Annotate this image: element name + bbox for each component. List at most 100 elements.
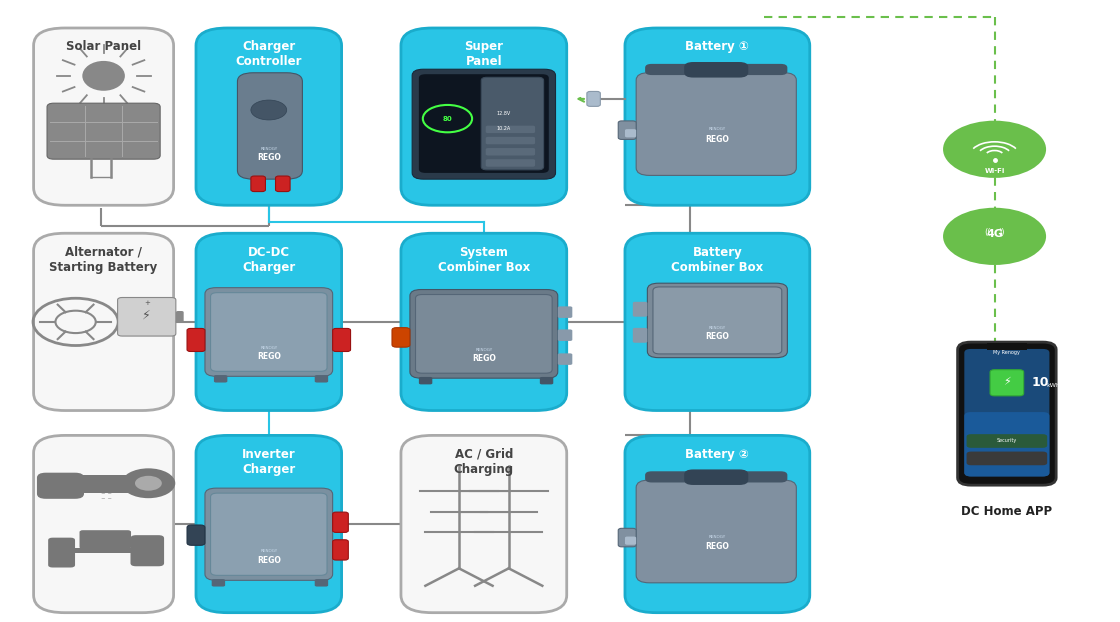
Text: Super
Panel: Super Panel	[465, 40, 503, 68]
FancyBboxPatch shape	[187, 525, 205, 545]
FancyBboxPatch shape	[401, 233, 567, 411]
Text: AC / Grid
Charging: AC / Grid Charging	[454, 448, 514, 476]
FancyBboxPatch shape	[482, 77, 543, 170]
FancyBboxPatch shape	[618, 528, 636, 547]
Text: Wi-Fi: Wi-Fi	[984, 168, 1005, 174]
Text: System
Combiner Box: System Combiner Box	[438, 246, 530, 274]
Circle shape	[943, 208, 1046, 265]
FancyBboxPatch shape	[558, 330, 572, 341]
FancyBboxPatch shape	[645, 64, 787, 75]
FancyBboxPatch shape	[645, 471, 787, 483]
FancyBboxPatch shape	[419, 377, 432, 384]
Text: REGO: REGO	[256, 352, 281, 361]
Text: REGO: REGO	[256, 154, 281, 162]
FancyBboxPatch shape	[486, 126, 535, 133]
Text: DC Home APP: DC Home APP	[961, 505, 1053, 518]
FancyBboxPatch shape	[540, 377, 553, 384]
FancyBboxPatch shape	[333, 540, 348, 560]
FancyBboxPatch shape	[410, 290, 558, 378]
FancyBboxPatch shape	[633, 302, 647, 317]
FancyBboxPatch shape	[636, 73, 796, 175]
FancyBboxPatch shape	[196, 233, 342, 411]
FancyBboxPatch shape	[419, 74, 549, 173]
FancyBboxPatch shape	[212, 579, 225, 587]
Text: ((: ((	[984, 228, 991, 237]
Text: ⚡: ⚡	[1004, 377, 1010, 387]
FancyBboxPatch shape	[333, 328, 351, 351]
FancyBboxPatch shape	[558, 307, 572, 318]
FancyBboxPatch shape	[34, 435, 174, 613]
FancyBboxPatch shape	[625, 129, 636, 137]
FancyBboxPatch shape	[967, 434, 1047, 448]
FancyBboxPatch shape	[130, 535, 165, 566]
Text: 80: 80	[442, 116, 452, 122]
Text: RENOGY: RENOGY	[260, 147, 278, 151]
FancyBboxPatch shape	[967, 452, 1047, 465]
Text: RENOGY: RENOGY	[260, 346, 278, 350]
FancyBboxPatch shape	[37, 473, 84, 499]
Text: ~ ~: ~ ~	[101, 496, 112, 501]
Ellipse shape	[83, 61, 124, 91]
Text: REGO: REGO	[706, 332, 729, 341]
Text: Charger
Controller: Charger Controller	[235, 40, 302, 68]
Text: REGO: REGO	[472, 354, 496, 363]
FancyBboxPatch shape	[176, 311, 184, 323]
Text: Battery ①: Battery ①	[685, 40, 749, 53]
FancyBboxPatch shape	[684, 470, 748, 485]
Bar	[78, 475, 132, 493]
Text: 10.2A: 10.2A	[496, 126, 511, 131]
Circle shape	[136, 476, 161, 491]
Text: REGO: REGO	[256, 555, 281, 565]
Text: REGO: REGO	[706, 542, 729, 551]
FancyBboxPatch shape	[636, 480, 796, 583]
FancyBboxPatch shape	[211, 292, 327, 371]
FancyBboxPatch shape	[964, 412, 1049, 476]
FancyBboxPatch shape	[333, 512, 348, 532]
FancyBboxPatch shape	[401, 435, 567, 613]
Text: RENOGY: RENOGY	[709, 127, 726, 131]
Text: ⚡: ⚡	[142, 309, 151, 322]
FancyBboxPatch shape	[625, 28, 810, 205]
FancyBboxPatch shape	[237, 73, 302, 179]
Text: ~ ~: ~ ~	[101, 491, 112, 496]
FancyBboxPatch shape	[315, 375, 328, 383]
Text: RENOGY: RENOGY	[475, 348, 493, 352]
FancyBboxPatch shape	[276, 176, 290, 192]
Bar	[75, 548, 136, 552]
FancyBboxPatch shape	[618, 121, 636, 139]
Text: Inverter
Charger: Inverter Charger	[242, 448, 296, 476]
FancyBboxPatch shape	[958, 342, 1056, 485]
FancyBboxPatch shape	[401, 28, 567, 205]
FancyBboxPatch shape	[558, 353, 572, 365]
FancyBboxPatch shape	[80, 530, 131, 549]
Text: Solar Panel: Solar Panel	[66, 40, 141, 53]
Text: 10: 10	[1032, 376, 1049, 389]
Text: 12.8V: 12.8V	[496, 111, 511, 116]
FancyBboxPatch shape	[392, 328, 410, 347]
FancyBboxPatch shape	[34, 28, 174, 205]
FancyBboxPatch shape	[118, 297, 176, 336]
Text: kWh: kWh	[1046, 383, 1060, 388]
Text: Battery ②: Battery ②	[685, 448, 749, 461]
FancyBboxPatch shape	[587, 91, 600, 106]
FancyBboxPatch shape	[486, 137, 535, 144]
Text: Alternator /
Starting Battery: Alternator / Starting Battery	[49, 246, 158, 274]
FancyBboxPatch shape	[653, 287, 782, 354]
Text: REGO: REGO	[706, 135, 729, 144]
FancyBboxPatch shape	[625, 537, 636, 545]
FancyBboxPatch shape	[684, 62, 748, 78]
FancyBboxPatch shape	[412, 69, 556, 179]
Circle shape	[251, 100, 287, 120]
Text: RENOGY: RENOGY	[709, 534, 726, 539]
FancyBboxPatch shape	[205, 287, 333, 376]
Text: Battery
Combiner Box: Battery Combiner Box	[671, 246, 764, 274]
Text: )): ))	[998, 228, 1005, 237]
Text: RENOGY: RENOGY	[260, 549, 278, 553]
FancyBboxPatch shape	[633, 328, 647, 343]
Text: My Renogy: My Renogy	[993, 350, 1020, 355]
FancyBboxPatch shape	[47, 103, 160, 159]
FancyBboxPatch shape	[34, 233, 174, 411]
FancyBboxPatch shape	[964, 349, 1049, 476]
Text: Security: Security	[997, 439, 1017, 443]
FancyBboxPatch shape	[196, 28, 342, 205]
